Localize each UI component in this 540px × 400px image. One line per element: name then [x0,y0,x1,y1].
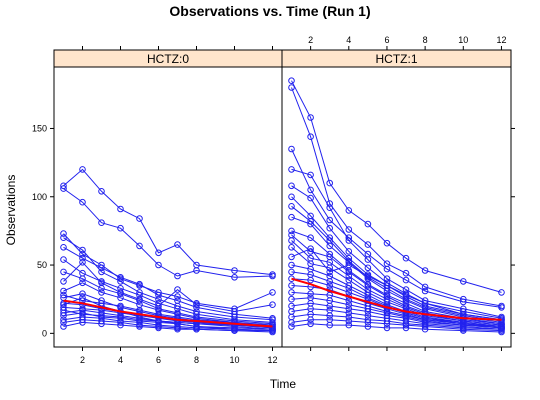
panels-layer: HCTZ:0 2 4 6 8 10 12 HCTZ:1 2 4 6 8 10 12 0 50 100 150 [32,35,515,365]
x-tick-label: 10 [458,35,468,45]
series-line [292,217,502,322]
x-tick-label: 12 [496,35,506,45]
series-line [64,262,273,311]
panel-0: HCTZ:0 2 4 6 8 10 12 [54,46,282,365]
strip-label: HCTZ:1 [376,52,418,66]
x-tick-label: 8 [194,355,199,365]
x-axis-label: Time [270,377,297,391]
x-tick-label: 12 [267,355,277,365]
series-line [64,260,273,323]
x-tick-label: 6 [156,355,161,365]
data-point [61,279,67,285]
x-tick-label: 2 [308,35,313,45]
x-tick-label: 10 [229,355,239,365]
y-tick-label: 100 [32,192,47,202]
x-tick-label: 4 [346,35,351,45]
x-tick-label: 8 [423,35,428,45]
panel-1: HCTZ:1 2 4 6 8 10 12 [282,35,511,351]
y-tick-label: 50 [37,260,47,270]
y-tick-label: 0 [42,328,47,338]
chart-title: Observations vs. Time (Run 1) [169,3,370,19]
series-line [292,186,502,318]
x-tick-label: 2 [80,355,85,365]
x-tick-label: 4 [118,355,123,365]
strip-label: HCTZ:0 [147,52,189,66]
data-point [499,290,505,296]
y-axis-label: Observations [4,175,18,246]
x-tick-label: 6 [384,35,389,45]
series-line [64,169,273,274]
y-tick-label: 150 [32,123,47,133]
